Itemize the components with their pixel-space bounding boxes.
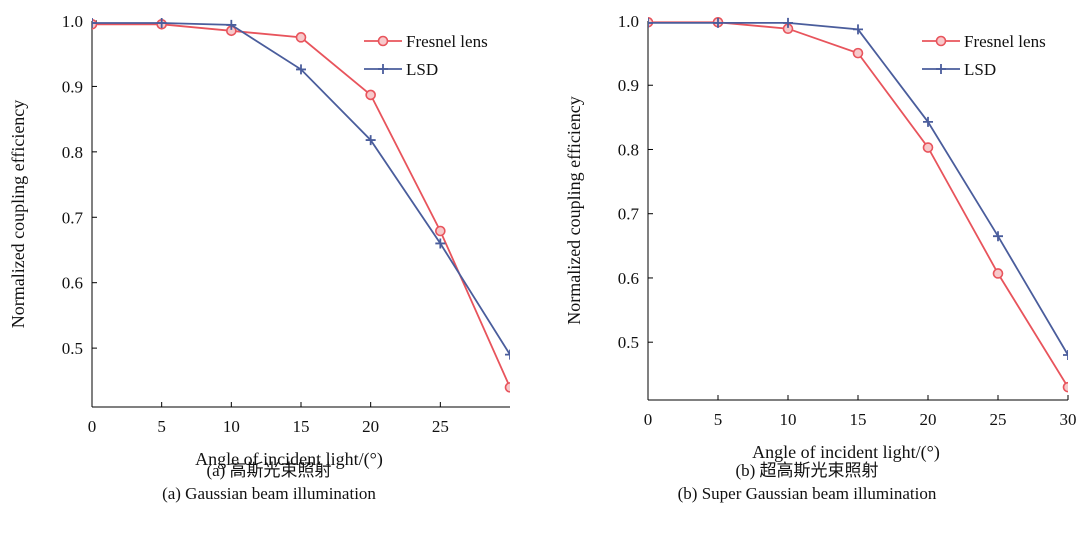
data-point-fresnel	[435, 225, 446, 237]
x-tick-label: 15	[293, 417, 310, 436]
y-tick-label: 0.7	[618, 205, 640, 224]
legend-marker-plus	[936, 64, 946, 74]
x-tick-label: 0	[644, 410, 653, 429]
data-point-lsd	[853, 24, 863, 35]
legend-label: Fresnel lens	[964, 32, 1046, 51]
caption-cn-a: (a) 高斯光束照射	[206, 461, 332, 480]
y-axis-title: Normalized coupling efficiency	[564, 96, 584, 325]
y-tick-label: 0.7	[62, 208, 84, 227]
series-line-fresnel	[648, 21, 1068, 388]
chart-a: 0.5 0.6 0.7 0.8 0.9 1.0 0 5 10 15 20 25 Angle of inc…	[8, 12, 510, 470]
data-point-lsd	[226, 19, 237, 30]
x-tick-label: 10	[223, 417, 240, 436]
legend-label: LSD	[406, 60, 438, 79]
x-tick-label: 20	[362, 417, 379, 436]
data-point-lsd	[435, 238, 446, 249]
chart-panel-a: 0.5 0.6 0.7 0.8 0.9 1.0 0 5 10 15 20 25 Angle of inc…	[0, 0, 538, 535]
y-tick-label: 0.9	[62, 77, 83, 96]
data-point-fresnel	[1062, 381, 1068, 393]
legend-label: LSD	[964, 60, 996, 79]
series-line-fresnel	[92, 23, 510, 388]
data-point-lsd	[783, 17, 793, 28]
data-point-fresnel	[365, 89, 376, 101]
y-tick-label: 0.8	[618, 140, 639, 159]
x-tick-label: 20	[920, 410, 937, 429]
data-point-lsd	[92, 17, 97, 28]
x-tick-label: 25	[990, 410, 1007, 429]
x-tick-label: 15	[850, 410, 867, 429]
chart-b: 0.5 0.6 0.7 0.8 0.9 1.0 0 5 10 15 20 25 30 Angle of i…	[564, 12, 1077, 463]
legend-marker-circle	[377, 35, 389, 47]
data-point-fresnel	[92, 18, 98, 30]
data-point-fresnel	[504, 382, 510, 393]
x-tick-label: 10	[780, 410, 797, 429]
caption-cn-b: (b) 超高斯光束照射	[735, 461, 879, 480]
x-tick-label: 5	[157, 417, 166, 436]
chart-panel-b: 0.5 0.6 0.7 0.8 0.9 1.0 0 5 10 15 20 25 30 Angle of i…	[538, 0, 1077, 535]
x-tick-label: 5	[714, 410, 723, 429]
x-tick-label: 0	[88, 417, 97, 436]
y-tick-label: 0.9	[618, 76, 639, 95]
legend-marker-circle	[935, 35, 947, 47]
data-point-lsd	[1063, 350, 1068, 361]
data-point-lsd	[505, 349, 510, 360]
y-tick-label: 0.5	[62, 339, 83, 358]
y-tick-label: 1.0	[618, 12, 639, 31]
data-point-lsd	[923, 116, 933, 127]
data-point-fresnel	[852, 47, 864, 59]
y-tick-label: 0.8	[62, 143, 83, 162]
data-point-lsd	[365, 135, 376, 146]
legend-marker-plus	[378, 64, 388, 74]
plot-area	[648, 16, 1068, 393]
y-tick-label: 0.6	[62, 274, 83, 293]
y-tick-label: 1.0	[62, 12, 83, 31]
data-point-lsd	[993, 231, 1003, 242]
x-tick-label: 25	[432, 417, 449, 436]
caption-en-a: (a) Gaussian beam illumination	[162, 484, 376, 503]
data-point-lsd	[296, 64, 306, 75]
data-point-lsd	[156, 17, 167, 28]
y-tick-label: 0.5	[618, 333, 639, 352]
data-point-lsd	[648, 17, 653, 28]
data-point-fresnel	[295, 32, 307, 43]
y-axis-title: Normalized coupling efficiency	[8, 100, 28, 329]
x-axis-title: Angle of incident light/(°)	[195, 449, 383, 470]
x-tick-label: 30	[1060, 410, 1077, 429]
y-tick-label: 0.6	[618, 269, 639, 288]
x-axis-title: Angle of incident light/(°)	[752, 442, 940, 463]
legend-label: Fresnel lens	[406, 32, 488, 51]
data-point-fresnel	[992, 268, 1004, 279]
series-line-lsd	[648, 21, 1068, 356]
data-point-lsd	[713, 17, 723, 28]
caption-en-b: (b) Super Gaussian beam illumination	[677, 484, 937, 503]
plot-area	[92, 17, 510, 393]
data-point-fresnel	[922, 142, 934, 153]
